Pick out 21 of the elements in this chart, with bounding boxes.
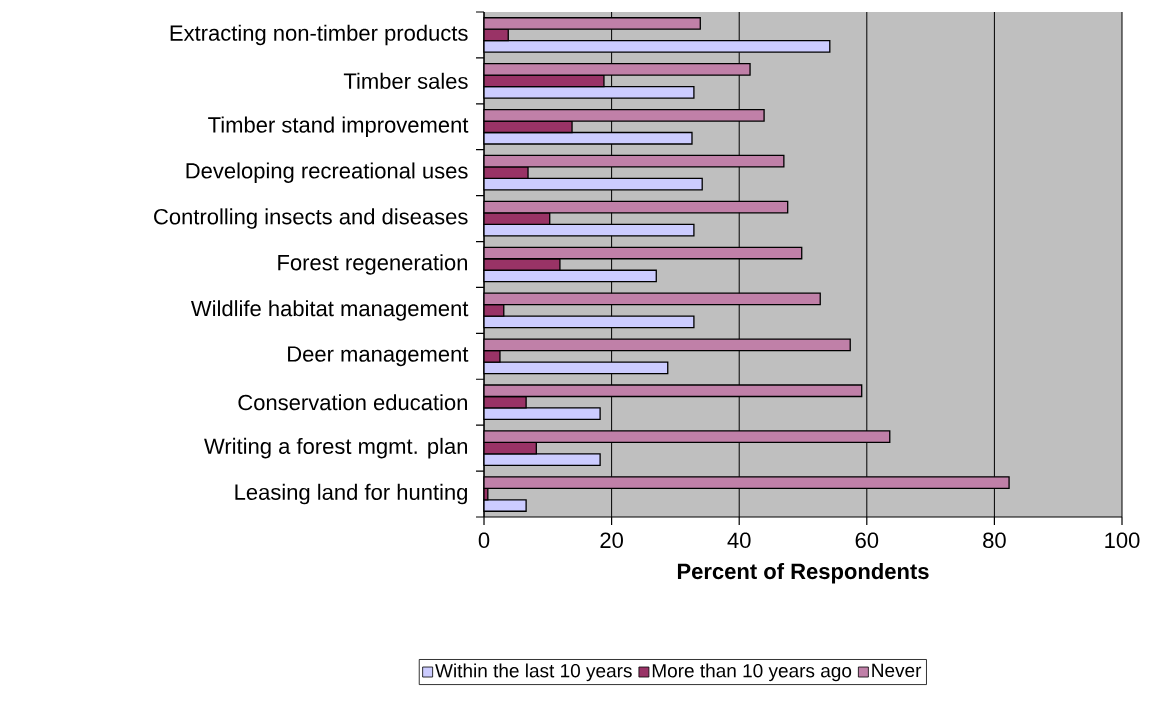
y-tick-label: Timber sales: [343, 72, 468, 89]
y-tick-label: Extracting non-timber products: [170, 24, 468, 46]
x-tick-label: 100: [1105, 532, 1140, 549]
x-tick-label: 80: [983, 532, 1006, 549]
y-tick-label: Wildlife habitat management: [190, 300, 469, 321]
y-tick-label: Leasing land for hunting: [235, 483, 467, 505]
x-tick-label: 0: [478, 532, 490, 549]
y-tick-label: Controlling insects and diseases: [154, 208, 468, 229]
legend-label: Within the last 10 years: [435, 663, 632, 682]
x-tick-label: 40: [727, 532, 751, 549]
x-tick-label: 60: [855, 532, 879, 549]
y-tick-label: Conservation education: [238, 394, 467, 411]
y-tick-label: Timber stand improvement: [208, 116, 469, 138]
y-tick-label: Forest regeneration: [278, 254, 467, 275]
legend-label: Never: [872, 663, 922, 678]
y-tick-label: Deer management: [288, 346, 469, 367]
y-tick-label: Writing a forest mgmt. plan: [204, 437, 467, 459]
y-tick-label: Developing recreational uses: [186, 162, 468, 183]
x-axis-title: Percent of Respondents: [677, 562, 929, 584]
legend-label: More than 10 years ago: [652, 663, 852, 682]
x-tick-label: 20: [600, 532, 623, 549]
